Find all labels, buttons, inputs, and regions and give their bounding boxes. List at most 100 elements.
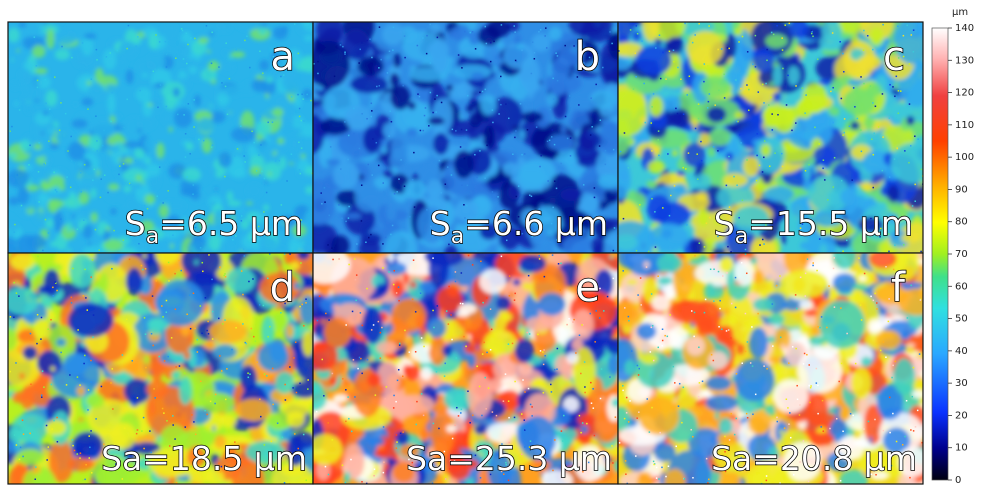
speckle xyxy=(525,428,527,430)
texture-blob xyxy=(174,108,192,128)
speckle xyxy=(72,439,74,441)
speckle xyxy=(57,441,59,443)
speckle xyxy=(528,388,530,390)
speckle xyxy=(914,136,916,138)
texture-blob xyxy=(304,35,313,42)
speckle xyxy=(768,104,770,106)
speckle xyxy=(22,420,24,422)
speckle xyxy=(55,189,57,191)
speckle xyxy=(328,422,330,424)
speckle xyxy=(883,341,885,343)
speckle xyxy=(139,90,141,92)
speckle xyxy=(654,211,656,213)
speckle xyxy=(29,145,31,147)
speckle xyxy=(853,87,855,89)
texture-blob xyxy=(386,458,396,466)
texture-blob xyxy=(28,207,31,211)
texture-blob xyxy=(146,157,150,164)
speckle xyxy=(190,37,192,39)
texture-blob xyxy=(508,291,515,299)
speckle xyxy=(745,249,747,251)
speckle xyxy=(71,302,73,304)
speckle xyxy=(788,423,790,425)
speckle xyxy=(367,359,369,361)
speckle xyxy=(74,450,76,452)
speckle xyxy=(11,126,13,128)
speckle xyxy=(647,398,649,400)
speckle xyxy=(347,159,349,161)
speckle xyxy=(742,200,744,202)
speckle xyxy=(635,76,637,78)
speckle xyxy=(486,43,488,45)
speckle xyxy=(769,166,771,168)
speckle xyxy=(415,351,417,353)
texture-blob xyxy=(148,319,162,335)
texture-blob xyxy=(454,151,474,179)
texture-blob xyxy=(382,23,404,45)
texture-blob xyxy=(388,253,394,262)
speckle xyxy=(719,308,721,310)
speckle xyxy=(531,73,533,75)
speckle xyxy=(590,134,592,136)
texture-blob xyxy=(190,190,200,200)
speckle xyxy=(740,142,742,144)
speckle xyxy=(702,381,704,383)
texture-blob xyxy=(765,34,787,48)
speckle xyxy=(889,117,891,119)
speckle xyxy=(347,396,349,398)
speckle xyxy=(682,167,684,169)
speckle xyxy=(430,62,432,64)
speckle xyxy=(89,447,91,449)
texture-blob xyxy=(393,394,434,414)
speckle xyxy=(817,326,819,328)
texture-blob xyxy=(151,359,163,383)
speckle xyxy=(622,98,624,100)
speckle xyxy=(205,297,207,299)
texture-blob xyxy=(420,367,432,381)
speckle xyxy=(674,382,676,384)
speckle xyxy=(185,156,187,158)
speckle xyxy=(117,50,119,52)
speckle xyxy=(796,385,798,387)
texture-blob xyxy=(50,241,58,247)
speckle xyxy=(827,199,829,201)
texture-blob xyxy=(277,138,284,144)
speckle xyxy=(218,318,220,320)
speckle xyxy=(855,363,857,365)
speckle xyxy=(37,314,39,316)
texture-blob xyxy=(604,190,613,200)
speckle xyxy=(426,35,428,37)
speckle xyxy=(651,198,653,200)
speckle xyxy=(840,480,842,482)
speckle xyxy=(292,387,294,389)
speckle xyxy=(466,129,468,131)
colorbar-tick-label: 50 xyxy=(955,314,968,325)
speckle xyxy=(467,391,469,393)
speckle xyxy=(56,417,58,419)
speckle xyxy=(909,63,911,64)
speckle xyxy=(277,422,279,424)
speckle xyxy=(93,314,95,316)
texture-blob xyxy=(170,243,173,249)
speckle xyxy=(260,416,262,418)
speckle xyxy=(668,466,670,468)
texture-blob xyxy=(647,180,657,189)
speckle xyxy=(512,343,514,345)
speckle xyxy=(249,373,251,375)
speckle xyxy=(66,176,68,178)
speckle xyxy=(424,115,426,117)
speckle xyxy=(156,280,158,282)
speckle xyxy=(317,73,319,75)
speckle xyxy=(756,180,758,182)
texture-blob xyxy=(479,269,506,294)
speckle xyxy=(913,367,915,369)
texture-blob xyxy=(161,161,166,169)
speckle xyxy=(152,295,154,297)
speckle xyxy=(842,251,844,253)
speckle xyxy=(742,36,744,38)
speckle xyxy=(250,69,252,71)
speckle xyxy=(718,326,720,328)
speckle xyxy=(436,371,438,373)
speckle xyxy=(244,255,246,257)
speckle xyxy=(657,275,659,277)
